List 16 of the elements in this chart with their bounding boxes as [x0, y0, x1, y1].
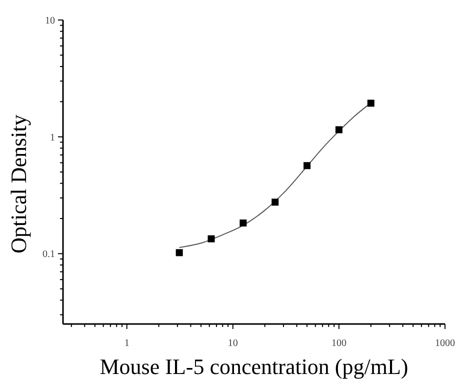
y-axis-title: Optical Density [6, 114, 31, 254]
point [335, 126, 342, 134]
point [272, 198, 279, 206]
point [304, 162, 311, 170]
point [367, 100, 374, 107]
x-tick-label: 10 [228, 338, 238, 349]
x-axis-title: Mouse IL-5 concentration (pg/mL) [100, 354, 408, 379]
y-tick-label: 0.1 [42, 249, 55, 260]
point [176, 249, 183, 256]
point [240, 220, 247, 226]
y-tick-label: 10 [45, 16, 55, 26]
y-tick-label: 1 [50, 132, 55, 144]
x-tick-label: 1 [124, 338, 130, 349]
x-tick-label: 1000 [435, 338, 455, 349]
point [208, 235, 215, 242]
x-tick-label: 100 [331, 338, 346, 349]
